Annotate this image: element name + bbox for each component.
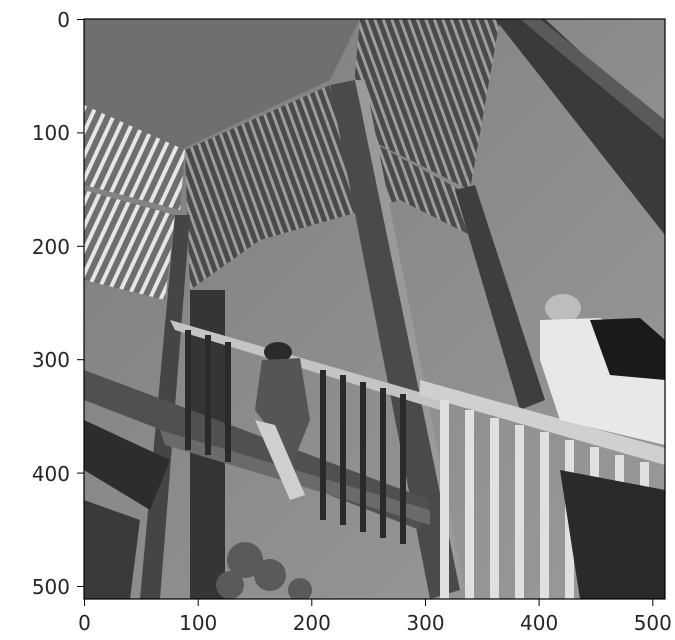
x-tick-label: 400: [520, 611, 558, 635]
y-tick-label: 0: [57, 8, 70, 32]
y-tick-label: 200: [32, 235, 70, 259]
x-tick-label: 300: [406, 611, 444, 635]
x-tick-label: 500: [634, 611, 672, 635]
y-axis: 0 100 200 300 400 500: [32, 8, 84, 599]
x-axis: 0 100 200 300 400 500: [78, 599, 672, 635]
axes-frame: [83, 18, 666, 600]
y-tick-label: 500: [32, 575, 70, 599]
x-tick-label: 0: [78, 611, 91, 635]
y-tick-label: 100: [32, 121, 70, 145]
y-tick-label: 400: [32, 462, 70, 486]
x-tick-label: 200: [293, 611, 331, 635]
photo-image: [84, 19, 665, 599]
x-tick-label: 100: [179, 611, 217, 635]
y-tick-label: 300: [32, 348, 70, 372]
